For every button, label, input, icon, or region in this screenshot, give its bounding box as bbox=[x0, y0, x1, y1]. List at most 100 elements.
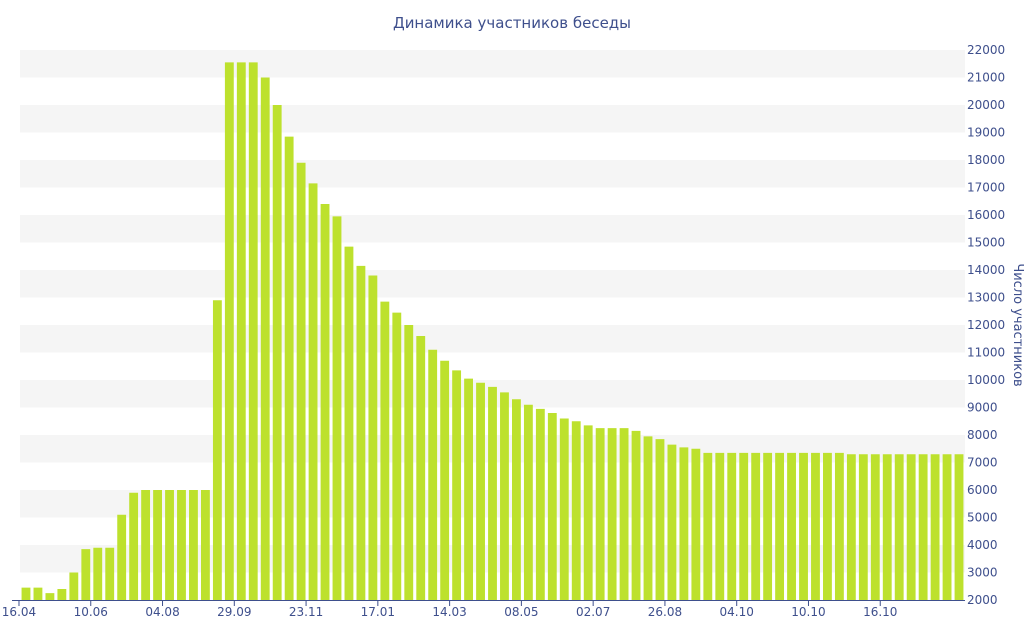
bar bbox=[643, 436, 653, 601]
bar bbox=[882, 454, 892, 600]
y-tick-label: 5000 bbox=[967, 511, 998, 525]
bar bbox=[930, 454, 940, 600]
bar bbox=[21, 587, 31, 601]
bar bbox=[595, 428, 605, 601]
bar bbox=[129, 492, 139, 600]
bar bbox=[500, 392, 509, 601]
bar bbox=[559, 418, 569, 600]
x-tick-label: 16.04 bbox=[2, 605, 36, 619]
bar bbox=[523, 404, 533, 600]
bar bbox=[248, 62, 258, 601]
bar bbox=[571, 421, 581, 600]
bar bbox=[823, 452, 832, 601]
bar bbox=[799, 452, 808, 601]
bar bbox=[392, 312, 402, 601]
bar bbox=[344, 246, 354, 601]
bar bbox=[679, 447, 689, 601]
y-tick-label: 20000 bbox=[967, 98, 1005, 112]
bar bbox=[703, 452, 713, 601]
x-tick-label: 17.01 bbox=[361, 605, 395, 619]
chart-title: Динамика участников беседы bbox=[393, 14, 631, 32]
bar bbox=[272, 105, 282, 600]
y-tick-label: 11000 bbox=[967, 346, 1005, 360]
bar bbox=[212, 300, 222, 600]
y-tick-label: 18000 bbox=[967, 153, 1005, 167]
bar bbox=[894, 454, 904, 600]
bar bbox=[727, 452, 737, 601]
bar bbox=[667, 444, 677, 601]
y-tick-label: 17000 bbox=[967, 181, 1005, 195]
bar bbox=[918, 454, 928, 600]
bar bbox=[787, 452, 796, 601]
grid-band bbox=[20, 105, 965, 133]
y-tick-label: 12000 bbox=[967, 318, 1005, 332]
bar bbox=[189, 490, 198, 600]
bars bbox=[21, 62, 964, 601]
y-tick-label: 10000 bbox=[967, 373, 1005, 387]
bar bbox=[440, 360, 450, 600]
bar bbox=[177, 490, 186, 600]
bar bbox=[583, 425, 593, 601]
bar bbox=[69, 572, 79, 600]
x-tick-label: 10.06 bbox=[74, 605, 108, 619]
bar bbox=[45, 593, 55, 601]
bar bbox=[200, 490, 210, 600]
y-tick-label: 13000 bbox=[967, 291, 1005, 305]
bar bbox=[33, 587, 43, 601]
bar bbox=[320, 204, 330, 600]
x-tick-label: 29.09 bbox=[217, 605, 251, 619]
bar bbox=[260, 77, 270, 600]
y-tick-label: 19000 bbox=[967, 126, 1005, 140]
bar bbox=[141, 490, 151, 600]
grid-band bbox=[20, 50, 965, 78]
bar bbox=[404, 325, 414, 600]
x-tick-label: 26.08 bbox=[648, 605, 682, 619]
bar bbox=[535, 408, 545, 601]
bar bbox=[631, 430, 641, 601]
bar bbox=[691, 448, 701, 600]
bar bbox=[954, 454, 964, 600]
grid-band bbox=[20, 215, 965, 243]
bar bbox=[332, 216, 342, 601]
bar bbox=[942, 454, 952, 600]
bar bbox=[858, 454, 868, 600]
y-tick-label: 2000 bbox=[967, 593, 998, 607]
bar bbox=[763, 452, 773, 601]
bar bbox=[751, 452, 761, 601]
bar bbox=[619, 428, 629, 601]
bar bbox=[476, 382, 485, 600]
bar bbox=[296, 162, 306, 600]
bar bbox=[512, 399, 521, 600]
x-tick-label: 16.10 bbox=[863, 605, 897, 619]
y-tick-label: 8000 bbox=[967, 428, 998, 442]
bar bbox=[870, 454, 880, 600]
bar bbox=[775, 452, 785, 601]
bar bbox=[93, 547, 103, 600]
bar bbox=[428, 349, 438, 600]
y-tick-label: 9000 bbox=[967, 401, 998, 415]
y-tick-label: 4000 bbox=[967, 538, 998, 552]
y-tick-label: 7000 bbox=[967, 456, 998, 470]
grid-band bbox=[20, 325, 965, 353]
y-tick-label: 16000 bbox=[967, 208, 1005, 222]
bar bbox=[547, 413, 557, 600]
y-tick-label: 14000 bbox=[967, 263, 1005, 277]
bar bbox=[356, 265, 366, 601]
bar bbox=[416, 336, 426, 600]
bar bbox=[739, 452, 749, 601]
bar bbox=[488, 386, 497, 601]
bar bbox=[224, 62, 234, 601]
bar bbox=[105, 547, 115, 600]
y-tick-label: 21000 bbox=[967, 71, 1005, 85]
bar bbox=[452, 370, 462, 601]
bar bbox=[655, 439, 665, 601]
bar bbox=[284, 136, 294, 601]
bar bbox=[715, 452, 725, 601]
y-tick-label: 15000 bbox=[967, 236, 1005, 250]
bar bbox=[834, 452, 844, 601]
bar bbox=[308, 183, 318, 601]
x-tick-label: 04.10 bbox=[720, 605, 754, 619]
x-tick-label: 04.08 bbox=[145, 605, 179, 619]
bar bbox=[607, 428, 617, 601]
x-tick-label: 10.10 bbox=[791, 605, 825, 619]
